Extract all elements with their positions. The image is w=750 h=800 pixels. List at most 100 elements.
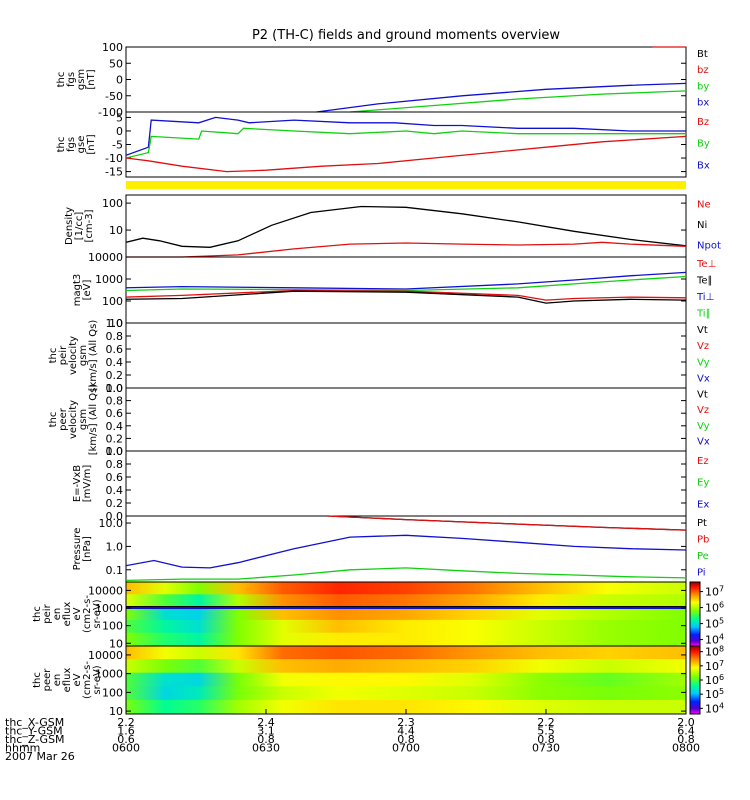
colorbar-peir-en-eflux	[689, 581, 701, 647]
y-tick-label: 10	[109, 637, 123, 650]
y-axis-label-line: peir	[42, 603, 53, 623]
legend-peir-velocity: Vx	[697, 374, 710, 385]
heatmap-band	[126, 619, 686, 634]
legend-temperature: Te⊥	[696, 259, 716, 270]
y-axis-label-line: thc	[32, 606, 43, 622]
legend-peir-velocity: Vz	[697, 341, 709, 352]
x-row-value: 0730	[532, 742, 560, 755]
y-axis-label-line: [cm-3]	[84, 209, 95, 242]
x-row-value: 2.3	[397, 716, 415, 729]
legend-fgs-gse: Bz	[697, 117, 709, 128]
legend-peer-velocity: Vy	[697, 421, 710, 432]
y-axis-label-peer-velocity: thc peer velocity gsm [km/s] (All Qs)	[48, 384, 99, 456]
plot-title: P2 (TH-C) fields and ground moments over…	[252, 28, 560, 43]
series-fgs-gsm-bx	[316, 82, 687, 113]
legend-peer-velocity: Vz	[697, 405, 709, 416]
y-axis-label-line: peer	[58, 407, 69, 431]
legend-fgs-gsm: bx	[697, 98, 709, 109]
legend-fgs-gse: Bx	[697, 160, 710, 171]
panel-pressure: 10.0 1.0 0.1 Pressure [nPa] Pt Pb Pe Pi	[72, 515, 709, 583]
y-axis-label-line: sr-eV)	[92, 665, 103, 694]
x-row-value: 0.8	[257, 733, 275, 746]
y-axis-label-line: fgs	[66, 72, 77, 87]
colorbar-label-base: 10	[705, 634, 719, 647]
heatmap-band	[126, 594, 686, 609]
colorbar-label: 106	[705, 601, 724, 615]
y-tick-label: 1000	[95, 602, 123, 615]
y-axis-label-line: peer	[42, 668, 53, 692]
colorbar-label-base: 10	[705, 646, 719, 659]
y-tick-label: 1.0	[106, 445, 124, 458]
x-row-value: 2.2	[117, 716, 135, 729]
y-axis-label-pressure: Pressure [nPa]	[72, 528, 93, 571]
y-tick-label: 100	[102, 295, 123, 308]
y-tick-label: 5	[116, 111, 123, 124]
legend-density: Ni	[697, 220, 707, 231]
legend-peir-velocity: Vy	[697, 357, 710, 368]
y-axis-label-line: Pressure	[72, 528, 83, 571]
legend-density: Npot	[697, 241, 721, 252]
y-axis-label-peir-en-eflux: thc peir en eflux eV (cm2-s-sr-eV)	[32, 595, 103, 633]
y-axis-label-line: [mV/m]	[82, 465, 93, 503]
x-row-value: 2.0	[677, 716, 695, 729]
series-temperature-Ti∥	[125, 275, 687, 292]
colorbar-label-base: 10	[705, 702, 719, 715]
legend-fgs-gse: By	[697, 139, 710, 150]
y-axis-label-line: gsm	[78, 409, 89, 430]
y-tick-label: 10000	[88, 584, 123, 597]
y-tick-label: 0.8	[106, 395, 124, 408]
x-row-value: 0700	[392, 742, 420, 755]
y-axis-label-line: velocity	[68, 400, 79, 439]
y-axis-label-line: thc	[56, 72, 67, 88]
colorbar-label-exponent: 4	[719, 633, 724, 642]
x-date: 2007 Mar 26	[5, 750, 75, 763]
legend-pressure: Pi	[697, 567, 706, 578]
x-row-label: thc_Y-GSM	[5, 725, 63, 738]
y-axis-label-line: [nPa]	[82, 536, 93, 562]
legend-pressure: Pe	[697, 551, 709, 562]
y-tick-label: -5	[112, 139, 123, 152]
series-temperature-Te⊥	[125, 289, 687, 301]
panel-frame	[125, 450, 687, 517]
legend-temperature: Te∥	[696, 275, 713, 286]
legend-peer-velocity: Vx	[697, 437, 710, 448]
colorbar-label-base: 10	[705, 660, 719, 673]
y-axis-label-line: en	[52, 674, 63, 687]
colorbar-label-base: 10	[705, 688, 719, 701]
y-axis-label-line: (cm2-s-	[82, 661, 93, 699]
y-tick-label: 0.8	[106, 458, 124, 471]
y-axis-label-line: [km/s] (All Qs)	[88, 384, 99, 456]
y-axis-label-line: [eV]	[82, 280, 93, 301]
y-tick-label: 0.2	[106, 369, 124, 382]
y-tick-label: 10	[109, 224, 123, 237]
y-axis-label-line: gsm	[76, 69, 87, 90]
y-tick-label: -50	[105, 90, 123, 103]
heatmap-band	[126, 632, 686, 647]
y-axis-label-line: (cm2-s-	[82, 595, 93, 633]
colorbar-label-base: 10	[705, 586, 719, 599]
y-axis-label-line: [nT]	[86, 134, 97, 154]
colorbar-label-exponent: 6	[719, 601, 724, 610]
y-axis-label-line: magt3	[72, 274, 83, 307]
x-row-value: 5.5	[537, 725, 555, 738]
y-tick-label: 0.6	[106, 407, 124, 420]
y-axis-label-peer-en-eflux: thc peer en eflux eV (cm2-s-sr-eV)	[32, 661, 103, 699]
y-tick-label: 0.8	[106, 330, 124, 343]
y-axis-label-line: E=-VxB	[72, 465, 83, 502]
series-density-Ne	[126, 241, 687, 258]
y-tick-label: 1000	[95, 273, 123, 286]
x-row-value: 2.2	[537, 716, 555, 729]
legend-fgs-gsm: bz	[697, 65, 709, 76]
heatmap-band	[126, 607, 686, 621]
colorbar-label: 108	[705, 645, 724, 659]
y-axis-label-peir-velocity: thc peir velocity gsm [km/s] (All Qs)	[48, 320, 99, 392]
legend-efield: Ey	[697, 478, 709, 489]
y-axis-label-line: gse	[76, 136, 87, 154]
series-pressure-Pb	[327, 515, 687, 531]
y-axis-label-density: Density [1/cc] [cm-3]	[64, 207, 95, 245]
x-row-label: thc_Z-GSM	[5, 733, 65, 746]
y-tick-label: 0.0	[106, 445, 124, 458]
